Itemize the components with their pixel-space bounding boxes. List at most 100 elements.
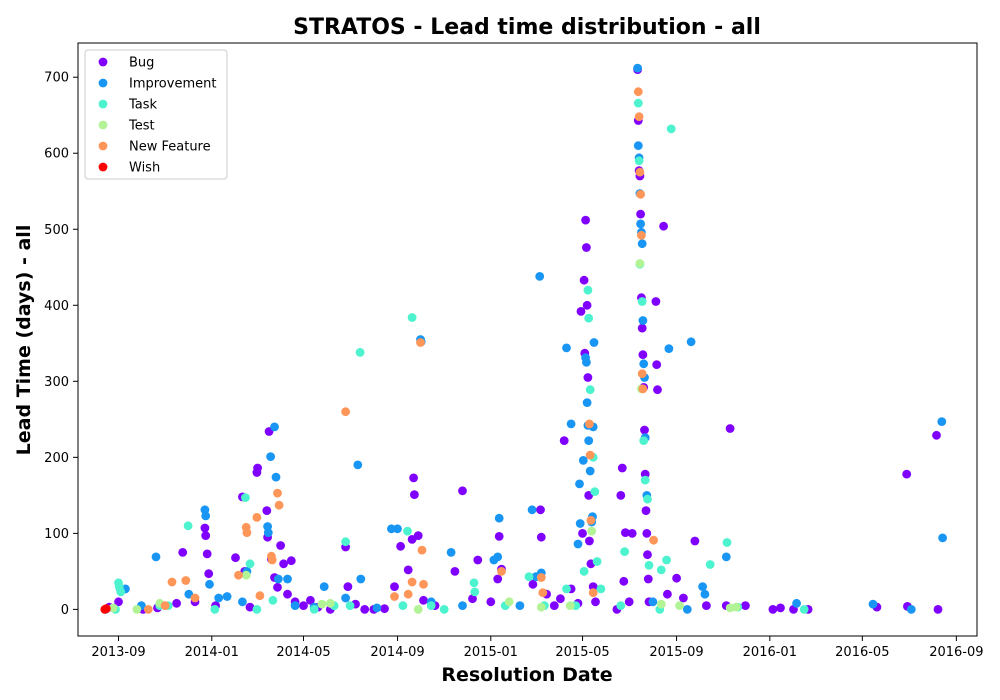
- data-point: [468, 594, 477, 604]
- data-point: [299, 601, 308, 610]
- data-point: [380, 604, 389, 613]
- data-point: [690, 536, 700, 546]
- series-new-feature: [143, 87, 658, 614]
- data-point: [584, 313, 594, 323]
- data-point: [641, 506, 651, 515]
- data-point: [504, 597, 514, 607]
- data-point: [562, 343, 571, 353]
- data-point: [640, 475, 650, 485]
- data-point: [242, 528, 252, 537]
- data-point: [639, 436, 649, 445]
- data-point: [648, 597, 658, 607]
- data-point: [638, 316, 648, 325]
- data-point: [679, 593, 688, 603]
- data-point: [549, 601, 559, 610]
- data-point: [620, 547, 629, 556]
- data-point: [637, 297, 647, 306]
- data-point: [938, 533, 947, 543]
- data-point: [643, 494, 652, 504]
- x-tick-label: 2014-05: [276, 645, 330, 660]
- data-point: [306, 595, 315, 605]
- data-point: [524, 572, 534, 582]
- data-point: [637, 369, 647, 379]
- data-point: [721, 552, 731, 562]
- data-point: [616, 491, 626, 500]
- data-point: [624, 597, 634, 607]
- data-point: [108, 603, 118, 613]
- data-point: [356, 574, 366, 584]
- x-tick-label: 2013-09: [91, 645, 145, 660]
- data-point: [698, 582, 707, 591]
- y-tick-label: 700: [44, 71, 69, 86]
- data-point: [268, 595, 278, 605]
- data-point: [360, 605, 370, 614]
- data-point: [319, 582, 329, 591]
- data-point: [419, 579, 428, 589]
- data-point: [705, 560, 715, 569]
- data-point: [575, 519, 585, 528]
- data-point: [270, 422, 279, 432]
- data-point: [205, 579, 214, 589]
- data-point: [702, 601, 711, 610]
- data-point: [585, 385, 595, 395]
- data-point: [636, 209, 645, 219]
- data-point: [799, 605, 809, 614]
- data-point: [325, 598, 335, 608]
- data-point: [527, 505, 537, 515]
- data-point: [644, 560, 654, 570]
- data-point: [413, 531, 423, 540]
- data-point: [276, 541, 285, 550]
- data-point: [536, 602, 546, 612]
- y-axis-label: Lead Time (days) - all: [13, 225, 35, 456]
- data-point: [387, 524, 396, 534]
- data-point: [586, 516, 596, 525]
- data-point: [262, 506, 272, 515]
- legend-marker: [98, 120, 108, 130]
- data-point: [637, 230, 646, 240]
- data-point: [596, 584, 606, 594]
- x-tick-label: 2015-01: [464, 645, 518, 660]
- data-point: [659, 221, 668, 231]
- data-point: [390, 592, 399, 601]
- data-point: [590, 487, 600, 496]
- data-point: [634, 156, 644, 166]
- data-point: [353, 460, 363, 470]
- data-point: [649, 535, 658, 545]
- data-point: [238, 597, 247, 607]
- x-tick-label: 2014-01: [185, 645, 239, 660]
- data-point: [343, 582, 353, 591]
- data-point: [255, 591, 265, 601]
- legend: Bug Improvement Task Test New Feature Wish: [84, 49, 228, 180]
- data-point: [241, 570, 251, 580]
- legend-marker: [98, 162, 108, 172]
- data-point: [116, 587, 126, 597]
- data-point: [101, 604, 111, 613]
- data-point: [266, 452, 275, 461]
- data-point: [473, 555, 483, 565]
- legend-box: [84, 49, 228, 180]
- data-point: [183, 521, 193, 531]
- data-point: [933, 605, 943, 614]
- data-point: [731, 602, 741, 612]
- data-point: [410, 490, 419, 499]
- data-point: [581, 215, 590, 225]
- data-point: [178, 548, 188, 557]
- data-point: [204, 569, 214, 579]
- data-point: [214, 593, 224, 603]
- data-point: [902, 469, 912, 479]
- x-tick-label: 2016-01: [743, 645, 797, 660]
- data-point: [172, 598, 182, 608]
- x-tick-label: 2015-05: [555, 645, 609, 660]
- data-point: [528, 579, 538, 589]
- data-point: [792, 598, 801, 608]
- data-point: [652, 360, 662, 369]
- data-point: [252, 513, 262, 522]
- data-point: [579, 567, 589, 576]
- data-point: [273, 582, 282, 592]
- data-point: [656, 565, 666, 575]
- data-point: [589, 338, 599, 347]
- legend-label: Improvement: [129, 77, 216, 92]
- data-point: [419, 595, 428, 605]
- data-point: [937, 417, 947, 426]
- x-tick-label: 2014-09: [370, 645, 424, 660]
